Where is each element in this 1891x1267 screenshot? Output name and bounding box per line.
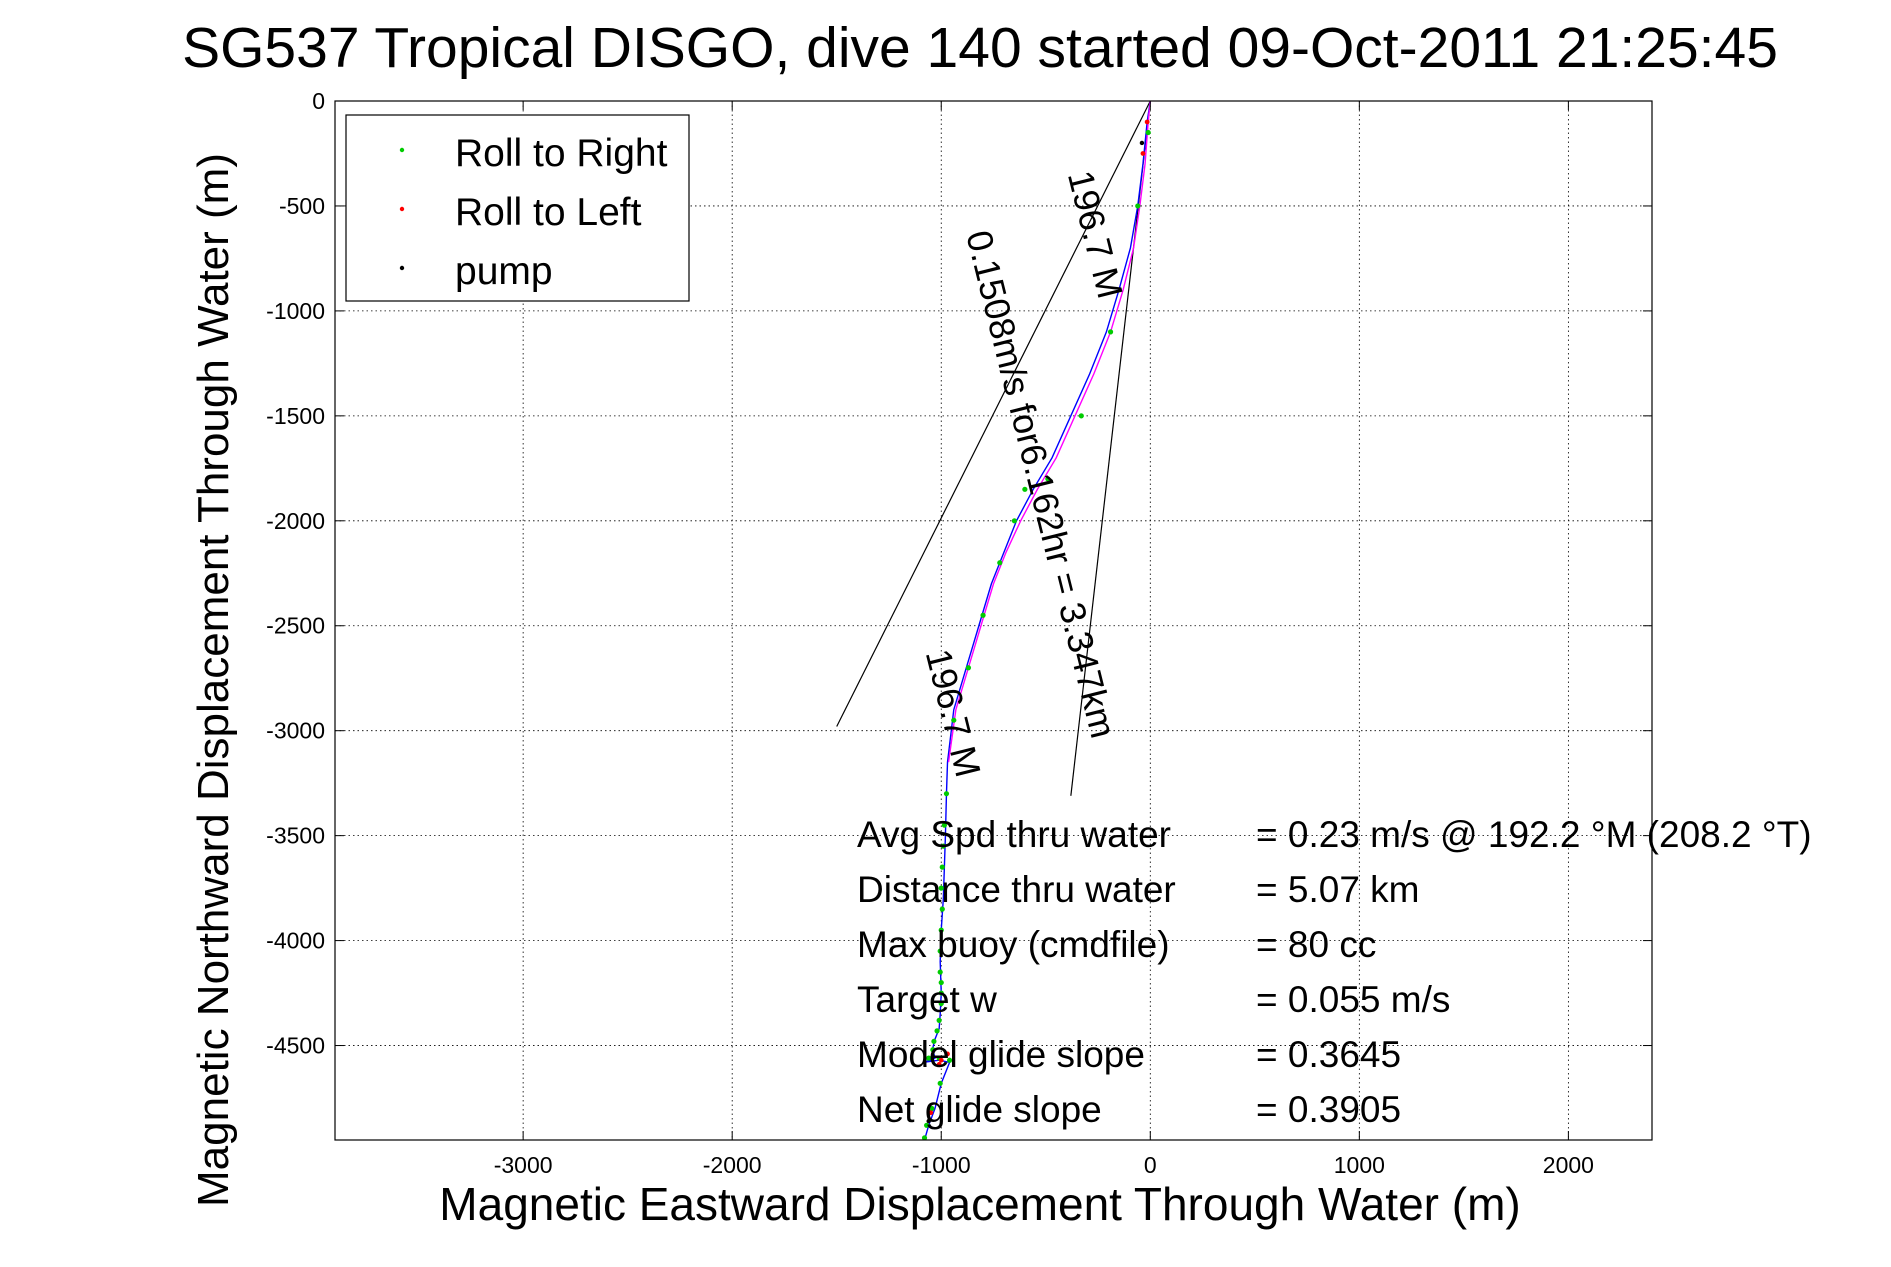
stat-value: = 0.055 m/s — [1256, 979, 1450, 1020]
roll-right-point — [951, 717, 957, 723]
roll-left-point — [1144, 119, 1150, 125]
stat-label: Target w — [857, 979, 997, 1020]
legend-marker — [399, 265, 405, 271]
track-line — [947, 100, 1151, 763]
current-vector-line — [836, 100, 1151, 727]
stat-value: = 0.3645 — [1256, 1034, 1401, 1075]
stat-label: Avg Spd thru water — [857, 814, 1171, 855]
stat-label: Max buoy (cmdfile) — [857, 924, 1170, 965]
stat-label: Model glide slope — [857, 1034, 1145, 1075]
roll-right-point — [934, 1028, 940, 1034]
roll-right-point — [1078, 413, 1084, 419]
roll-right-point — [936, 1017, 942, 1023]
x-tick-label: 0 — [1144, 1152, 1157, 1178]
roll-left-point — [938, 1057, 944, 1063]
roll-right-point — [926, 1055, 932, 1061]
legend-marker — [399, 147, 405, 153]
roll-left-point — [936, 1062, 942, 1067]
y-tick-label: -2500 — [266, 613, 325, 639]
legend-label: Roll to Right — [455, 132, 668, 175]
axes: -3000 -2000 -1000 0 1000 2000 0 -500 -1000 -1500 -… — [266, 88, 1653, 1178]
stats-block: Avg Spd thru water = 0.23 m/s @ 192.2 °M … — [857, 814, 1812, 1130]
roll-left-point — [1140, 151, 1146, 156]
roll-right-point — [930, 1047, 936, 1053]
current-vector-line — [1070, 100, 1151, 796]
roll-right-point — [938, 990, 944, 996]
roll-right-point — [937, 948, 943, 954]
roll-right-point — [940, 843, 946, 849]
track-annotation: 196.7 M — [1060, 166, 1131, 302]
roll-right-point — [1045, 476, 1051, 482]
y-tick-label: -4000 — [266, 928, 325, 954]
roll-right-point — [929, 1105, 935, 1112]
stat-value: = 0.3905 — [1256, 1089, 1401, 1130]
x-axis-label: Magnetic Eastward Displacement Through W… — [439, 1178, 1520, 1230]
roll-right-point — [937, 969, 943, 975]
track-annotation: 196.7 M — [918, 645, 989, 781]
chart-title: SG537 Tropical DISGO, dive 140 started 0… — [182, 16, 1778, 80]
roll-right-point — [997, 560, 1003, 566]
stat-value: = 5.07 km — [1256, 869, 1420, 910]
roll-right-point — [921, 1135, 928, 1141]
pump-point — [926, 1118, 931, 1124]
roll-right-point — [1022, 486, 1028, 492]
roll-right-point — [1135, 203, 1141, 209]
y-axis-label: Magnetic Northward Displacement Through … — [189, 153, 238, 1207]
x-tick-label: -3000 — [494, 1152, 553, 1178]
x-tick-label: -2000 — [703, 1152, 762, 1178]
roll-right-point — [931, 1038, 937, 1044]
x-tick-label: 2000 — [1543, 1152, 1594, 1178]
plot-frame — [334, 100, 1653, 1141]
legend-label: Roll to Left — [455, 191, 642, 234]
legend: Roll to Right Roll to Left pump — [345, 114, 690, 302]
stat-value: = 0.23 m/s @ 192.2 °M (208.2 °T) — [1256, 814, 1812, 855]
roll-right-point — [938, 1000, 944, 1007]
y-tick-label: -2000 — [266, 508, 325, 534]
roll-right-point — [938, 979, 944, 986]
roll-right-point — [943, 791, 950, 797]
roll-right-point — [939, 864, 945, 870]
legend-label: pump — [455, 250, 553, 293]
stat-label: Distance thru water — [857, 869, 1176, 910]
y-tick-label: -3500 — [266, 823, 325, 849]
roll-right-point — [1011, 518, 1018, 524]
roll-right-point — [980, 612, 986, 618]
roll-right-point — [1107, 329, 1114, 335]
y-tick-label: -3000 — [266, 718, 325, 744]
roll-right-point — [924, 1122, 930, 1128]
roll-right-point — [939, 906, 945, 912]
current-vectors — [836, 100, 1151, 796]
roll-right-point — [938, 927, 944, 933]
stat-label: Net glide slope — [857, 1089, 1102, 1130]
x-tick-label: -1000 — [912, 1152, 971, 1178]
series-lines — [923, 100, 1151, 1141]
legend-marker — [399, 206, 405, 212]
track-line — [923, 100, 1151, 1141]
y-tick-label: -4500 — [266, 1033, 325, 1059]
roll-left-point — [928, 1110, 934, 1116]
roll-right-point — [937, 1080, 943, 1086]
data-points — [921, 119, 1151, 1141]
y-tick-label: -500 — [279, 193, 325, 219]
y-tick-label: 0 — [312, 88, 325, 114]
roll-right-point — [1145, 129, 1151, 136]
roll-right-point — [938, 885, 944, 891]
roll-left-point — [945, 1051, 950, 1057]
y-tick-label: -1500 — [266, 403, 325, 429]
roll-right-point — [947, 1057, 953, 1063]
y-tick-label: -1000 — [266, 298, 325, 324]
track-annotation: 0.1508m/s for6.162hr = 3.347km — [958, 226, 1124, 742]
roll-right-point — [965, 665, 972, 671]
pump-point — [1139, 140, 1145, 146]
stat-value: = 80 cc — [1256, 924, 1376, 965]
x-tick-label: 1000 — [1334, 1152, 1385, 1178]
roll-right-point — [941, 822, 947, 828]
